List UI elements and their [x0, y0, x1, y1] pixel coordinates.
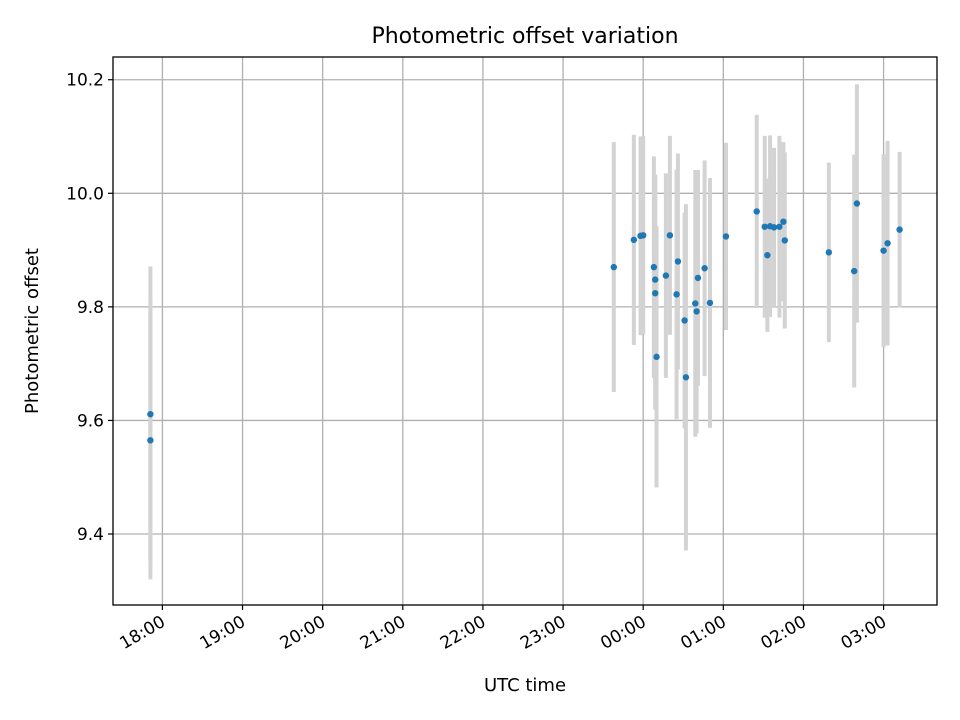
data-point	[701, 265, 708, 272]
x-tick-label: 21:00	[357, 612, 409, 654]
data-point	[776, 223, 783, 230]
data-point	[764, 251, 771, 259]
data-point	[825, 249, 833, 256]
x-tick-label: 22:00	[437, 612, 489, 654]
y-axis-ticks: 9.4 9.6 9.8 10.0 10.2	[66, 71, 113, 545]
data-point	[706, 299, 714, 307]
data-point	[722, 233, 730, 240]
data-point	[884, 240, 891, 247]
data-point	[681, 317, 688, 324]
data-point	[770, 224, 778, 231]
data-point	[692, 300, 699, 307]
data-point	[682, 374, 690, 381]
data-point	[880, 247, 887, 254]
x-axis-ticks: 18:00 19:00 20:00 21:00 22:00 23:00 00:00 01:00…	[116, 605, 890, 654]
data-points	[147, 200, 903, 444]
data-point	[650, 263, 658, 271]
grid	[113, 57, 937, 605]
x-tick-label: 00:00	[597, 612, 649, 654]
data-point	[666, 232, 674, 239]
x-tick-label: 01:00	[677, 612, 729, 654]
data-point	[850, 267, 858, 275]
error-bars	[148, 84, 902, 580]
data-point	[630, 236, 638, 244]
y-tick-label: 9.4	[77, 525, 104, 545]
x-axis-label: UTC time	[484, 675, 566, 696]
chart-title: Photometric offset variation	[371, 24, 678, 49]
data-point	[693, 308, 700, 315]
data-point	[761, 223, 768, 230]
y-tick-label: 10.0	[66, 184, 104, 204]
data-point	[853, 200, 861, 207]
data-point	[674, 258, 682, 265]
x-tick-label: 23:00	[517, 612, 569, 654]
x-tick-label: 03:00	[838, 612, 890, 654]
plot-frame	[112, 56, 938, 606]
data-point	[781, 237, 788, 244]
data-point	[780, 218, 787, 225]
y-axis-label: Photometric offset	[22, 248, 43, 414]
y-tick-label: 9.8	[77, 298, 104, 318]
data-point	[652, 276, 659, 283]
x-tick-label: 02:00	[758, 612, 810, 654]
data-point	[653, 353, 660, 361]
data-point	[662, 272, 670, 279]
data-point	[673, 291, 680, 298]
y-tick-label: 10.2	[66, 71, 104, 91]
data-point	[147, 410, 154, 418]
x-tick-label: 18:00	[116, 612, 168, 654]
data-point	[694, 274, 702, 282]
data-point	[652, 290, 659, 297]
x-tick-label: 20:00	[277, 612, 329, 654]
y-tick-label: 9.6	[77, 411, 104, 431]
x-tick-label: 19:00	[197, 612, 249, 654]
data-point	[639, 232, 647, 239]
data-point	[896, 226, 903, 233]
data-point	[753, 208, 760, 215]
data-point	[147, 437, 154, 444]
data-point	[610, 263, 618, 271]
